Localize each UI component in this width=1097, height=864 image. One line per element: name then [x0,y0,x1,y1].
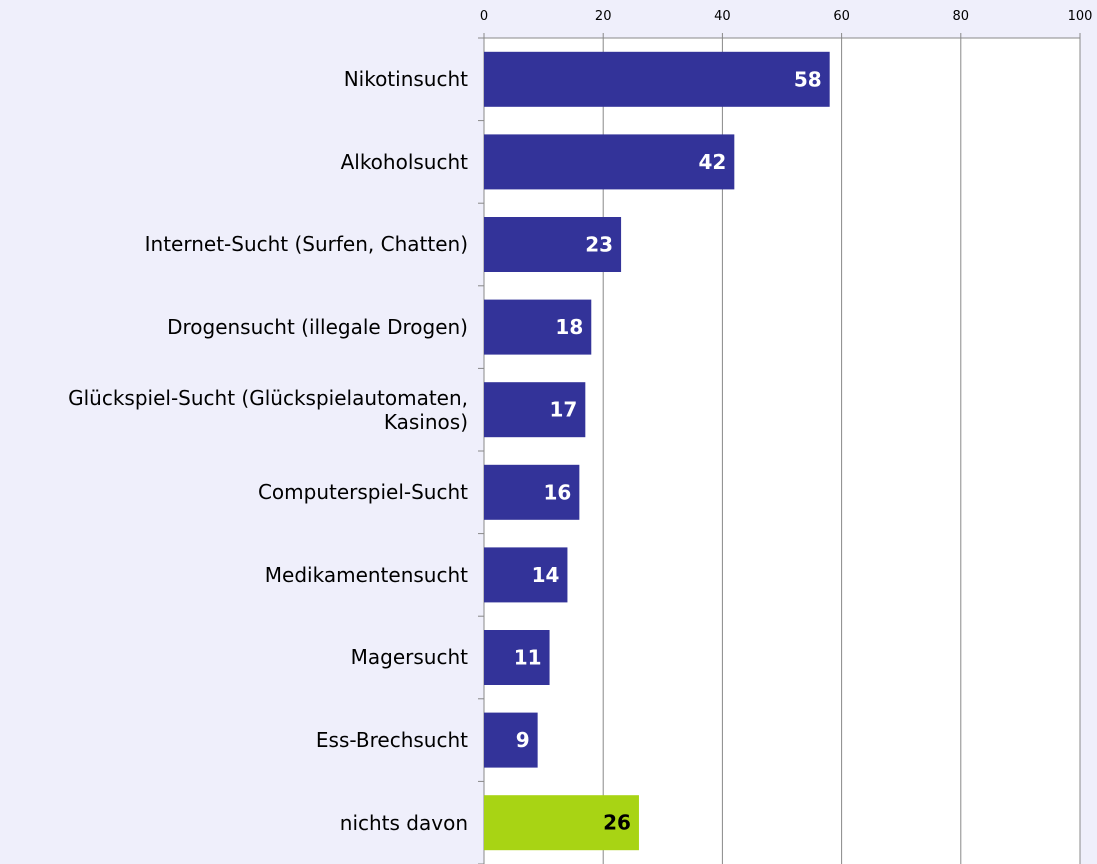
category-label: Internet-Sucht (Surfen, Chatten) [0,203,468,286]
value-label: 9 [516,728,530,752]
bar [484,217,622,272]
category-label: Ess-Brechsucht [0,699,468,782]
category-label: Computerspiel-Sucht [0,451,468,534]
bar [484,299,592,355]
category-label: Medikamentensucht [0,534,468,617]
x-tick-label: 60 [833,9,850,24]
value-label: 18 [555,315,583,339]
x-tick-label: 100 [1068,9,1093,24]
category-label: Alkoholsucht [0,121,468,204]
category-text: Ess-Brechsucht [315,728,468,753]
bar [484,382,586,438]
value-label: 42 [698,150,726,174]
bar [484,464,580,520]
category-text: Alkoholsucht [340,149,468,174]
category-text: Drogensucht (illegale Drogen) [167,315,468,340]
bar [484,795,639,851]
category-text: Computerspiel-Sucht [257,480,468,505]
category-text: Glückspiel-Sucht (Glückspielautomaten, K… [68,385,468,434]
value-label: 14 [532,563,560,587]
value-label: 16 [544,480,572,504]
category-label: Glückspiel-Sucht (Glückspielautomaten, K… [0,368,468,451]
category-label: Nikotinsucht [0,38,468,121]
category-text: Internet-Sucht (Surfen, Chatten) [144,232,468,257]
value-label: 11 [514,646,542,670]
category-text: Medikamentensucht [264,562,468,587]
category-text: Magersucht [350,645,468,670]
value-label: 26 [603,811,631,835]
value-label: 58 [794,67,822,91]
bar [484,51,830,107]
category-label: Drogensucht (illegale Drogen) [0,286,468,369]
x-tick-label: 80 [953,9,970,24]
bar [484,630,550,685]
category-text: nichts davon [339,810,468,835]
x-tick-label: 20 [595,9,612,24]
category-label: nichts davon [0,781,468,864]
bar [484,547,568,603]
x-tick-label: 40 [714,9,731,24]
category-text: Nikotinsucht [343,67,468,92]
category-label: Magersucht [0,616,468,699]
x-tick-label: 0 [480,9,488,24]
bar [484,134,735,190]
value-label: 23 [585,233,613,257]
value-label: 17 [549,398,577,422]
bar [484,712,538,768]
